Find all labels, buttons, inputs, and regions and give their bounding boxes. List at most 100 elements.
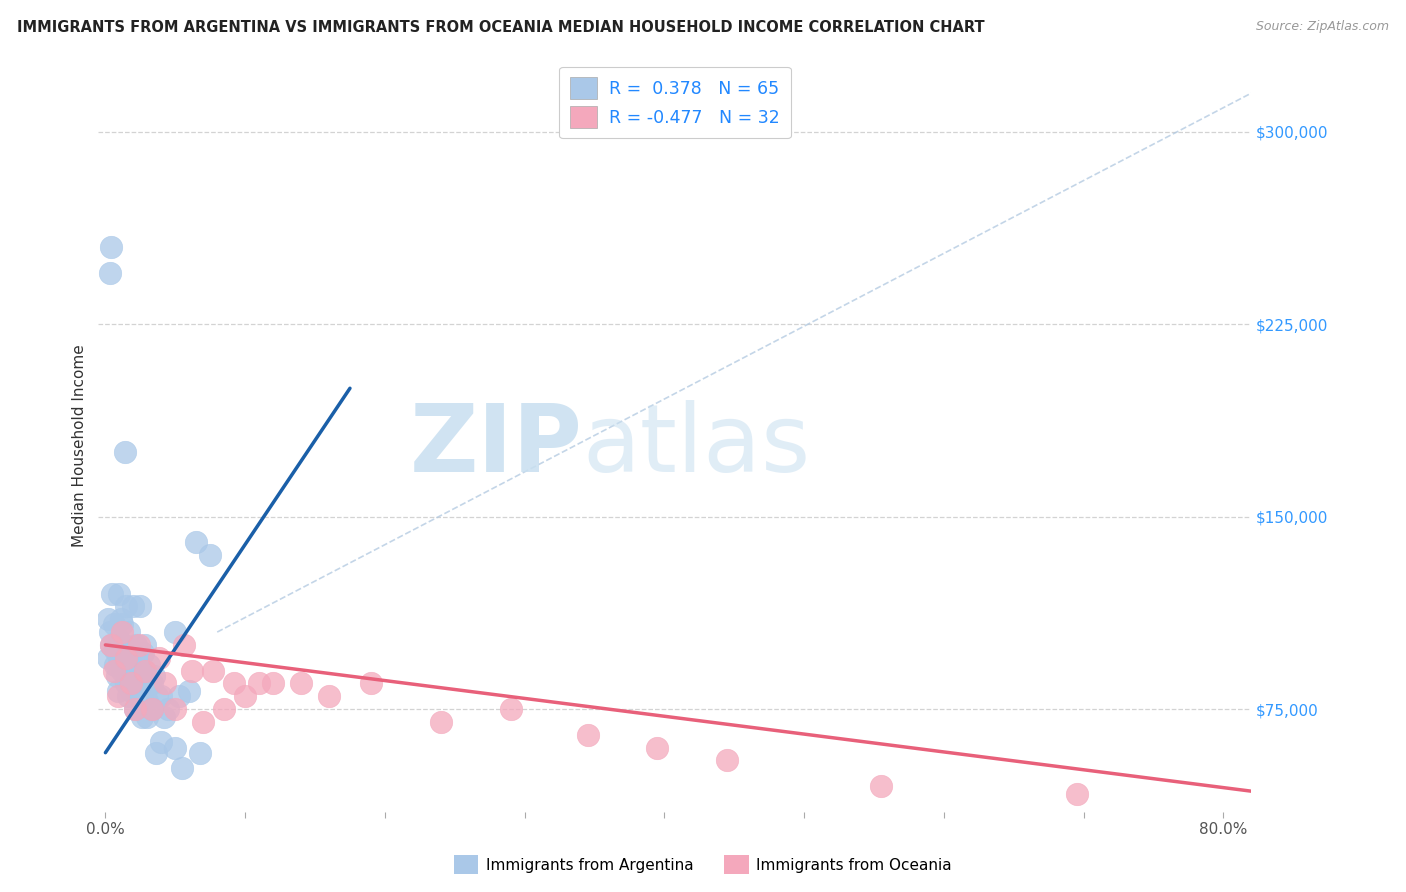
Point bbox=[128, 669, 150, 683]
Point bbox=[169, 690, 191, 704]
Point bbox=[122, 599, 145, 614]
Point bbox=[647, 740, 669, 755]
Point bbox=[111, 664, 134, 678]
Point bbox=[115, 650, 138, 665]
Point bbox=[165, 740, 187, 755]
Point bbox=[141, 676, 163, 690]
Text: ZIP: ZIP bbox=[409, 400, 582, 492]
Point bbox=[179, 684, 201, 698]
Point bbox=[108, 632, 131, 647]
Point bbox=[115, 599, 138, 614]
Point bbox=[129, 684, 152, 698]
Point bbox=[129, 599, 152, 614]
Point bbox=[136, 710, 159, 724]
Point bbox=[132, 646, 155, 660]
Point bbox=[107, 684, 129, 698]
Text: Source: ZipAtlas.com: Source: ZipAtlas.com bbox=[1256, 20, 1389, 33]
Point bbox=[153, 710, 176, 724]
Point bbox=[430, 714, 453, 729]
Text: IMMIGRANTS FROM ARGENTINA VS IMMIGRANTS FROM OCEANIA MEDIAN HOUSEHOLD INCOME COR: IMMIGRANTS FROM ARGENTINA VS IMMIGRANTS … bbox=[17, 20, 984, 35]
Point bbox=[103, 664, 125, 678]
Point bbox=[100, 240, 122, 254]
Point bbox=[190, 746, 212, 760]
Point bbox=[127, 656, 149, 670]
Point bbox=[200, 548, 222, 562]
Point bbox=[870, 779, 893, 793]
Point bbox=[202, 664, 225, 678]
Point bbox=[125, 638, 148, 652]
Point bbox=[136, 694, 159, 708]
Point bbox=[150, 690, 173, 704]
Point bbox=[143, 669, 166, 683]
Point bbox=[121, 658, 143, 673]
Point bbox=[247, 676, 270, 690]
Point bbox=[150, 735, 173, 749]
Point bbox=[222, 676, 245, 690]
Point bbox=[120, 684, 142, 698]
Point bbox=[141, 702, 163, 716]
Point bbox=[128, 638, 150, 652]
Point bbox=[122, 684, 145, 698]
Point bbox=[155, 676, 177, 690]
Point bbox=[111, 617, 134, 632]
Point bbox=[110, 612, 132, 626]
Point bbox=[108, 650, 131, 665]
Point bbox=[138, 658, 160, 673]
Point bbox=[111, 625, 134, 640]
Text: atlas: atlas bbox=[582, 400, 811, 492]
Point bbox=[101, 586, 124, 600]
Point bbox=[173, 638, 195, 652]
Point bbox=[186, 535, 208, 549]
Point bbox=[100, 638, 122, 652]
Point bbox=[157, 702, 180, 716]
Point bbox=[107, 690, 129, 704]
Point bbox=[134, 638, 156, 652]
Point bbox=[114, 650, 136, 665]
Point bbox=[98, 625, 121, 640]
Point bbox=[104, 643, 127, 657]
Point bbox=[181, 664, 204, 678]
Point bbox=[120, 676, 142, 690]
Point bbox=[118, 625, 141, 640]
Point bbox=[193, 714, 215, 729]
Point bbox=[114, 445, 136, 459]
Point bbox=[135, 676, 157, 690]
Point bbox=[124, 702, 146, 716]
Point bbox=[212, 702, 235, 716]
Point bbox=[233, 690, 256, 704]
Point bbox=[98, 266, 121, 280]
Point bbox=[290, 676, 312, 690]
Legend: Immigrants from Argentina, Immigrants from Oceania: Immigrants from Argentina, Immigrants fr… bbox=[449, 849, 957, 880]
Point bbox=[97, 612, 120, 626]
Point bbox=[1066, 787, 1088, 801]
Point bbox=[104, 658, 127, 673]
Point bbox=[318, 690, 340, 704]
Point bbox=[141, 702, 163, 716]
Point bbox=[103, 617, 125, 632]
Point bbox=[117, 690, 139, 704]
Point bbox=[139, 676, 162, 690]
Point bbox=[576, 728, 599, 742]
Point bbox=[148, 650, 170, 665]
Point bbox=[120, 643, 142, 657]
Point bbox=[134, 664, 156, 678]
Point bbox=[115, 676, 138, 690]
Point bbox=[108, 586, 131, 600]
Point bbox=[115, 664, 138, 678]
Point bbox=[716, 753, 738, 767]
Point bbox=[100, 638, 122, 652]
Point bbox=[165, 702, 187, 716]
Point bbox=[360, 676, 382, 690]
Legend: R =  0.378   N = 65, R = -0.477   N = 32: R = 0.378 N = 65, R = -0.477 N = 32 bbox=[560, 67, 790, 138]
Point bbox=[134, 664, 156, 678]
Point bbox=[97, 650, 120, 665]
Y-axis label: Median Household Income: Median Household Income bbox=[72, 344, 87, 548]
Point bbox=[499, 702, 522, 716]
Point bbox=[112, 638, 135, 652]
Point bbox=[165, 625, 187, 640]
Point bbox=[105, 669, 128, 683]
Point bbox=[122, 669, 145, 683]
Point bbox=[145, 746, 167, 760]
Point bbox=[125, 664, 148, 678]
Point bbox=[172, 761, 194, 775]
